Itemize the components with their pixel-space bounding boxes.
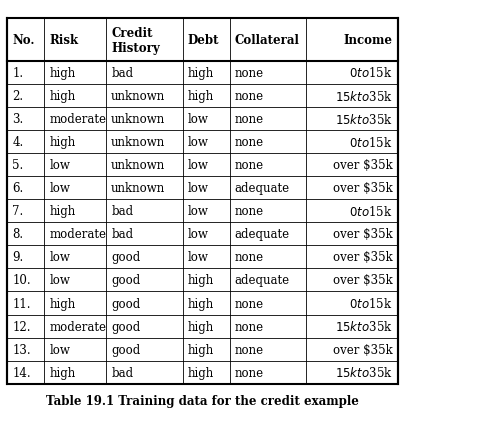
- Text: $15k to $35k: $15k to $35k: [335, 112, 393, 126]
- Text: bad: bad: [111, 67, 133, 80]
- Text: good: good: [111, 343, 140, 356]
- Text: good: good: [111, 251, 140, 264]
- Text: high: high: [49, 67, 76, 80]
- Text: over $35k: over $35k: [333, 274, 393, 287]
- Text: bad: bad: [111, 228, 133, 241]
- Text: Credit
History: Credit History: [111, 26, 160, 55]
- Text: low: low: [49, 182, 70, 195]
- Text: low: low: [188, 113, 208, 126]
- Text: over $35k: over $35k: [333, 343, 393, 356]
- Text: high: high: [188, 274, 214, 287]
- Text: none: none: [235, 251, 264, 264]
- Text: 12.: 12.: [12, 320, 31, 333]
- Text: none: none: [235, 320, 264, 333]
- Text: high: high: [188, 366, 214, 379]
- Text: low: low: [188, 182, 208, 195]
- Text: unknown: unknown: [111, 159, 165, 172]
- Text: none: none: [235, 136, 264, 149]
- Text: 2.: 2.: [12, 90, 24, 103]
- Text: high: high: [188, 320, 214, 333]
- Text: 10.: 10.: [12, 274, 31, 287]
- Text: none: none: [235, 113, 264, 126]
- Text: low: low: [188, 205, 208, 218]
- Text: unknown: unknown: [111, 113, 165, 126]
- Text: Collateral: Collateral: [235, 34, 299, 47]
- Text: Income: Income: [344, 34, 393, 47]
- Text: moderate: moderate: [49, 113, 106, 126]
- Text: none: none: [235, 343, 264, 356]
- Text: none: none: [235, 205, 264, 218]
- Text: low: low: [49, 159, 70, 172]
- Text: $15k to $35k: $15k to $35k: [335, 89, 393, 103]
- Text: high: high: [49, 90, 76, 103]
- Text: bad: bad: [111, 366, 133, 379]
- Text: high: high: [188, 90, 214, 103]
- Text: none: none: [235, 366, 264, 379]
- Text: over $35k: over $35k: [333, 228, 393, 241]
- Text: adequate: adequate: [235, 274, 290, 287]
- Text: moderate: moderate: [49, 320, 106, 333]
- Text: 5.: 5.: [12, 159, 24, 172]
- Text: 4.: 4.: [12, 136, 24, 149]
- Text: unknown: unknown: [111, 136, 165, 149]
- Text: unknown: unknown: [111, 90, 165, 103]
- Text: adequate: adequate: [235, 182, 290, 195]
- Text: Risk: Risk: [49, 34, 79, 47]
- Text: high: high: [188, 67, 214, 80]
- Text: 13.: 13.: [12, 343, 31, 356]
- Text: good: good: [111, 274, 140, 287]
- Text: 14.: 14.: [12, 366, 31, 379]
- Text: low: low: [188, 136, 208, 149]
- Text: low: low: [49, 274, 70, 287]
- Text: low: low: [49, 343, 70, 356]
- Text: 11.: 11.: [12, 297, 31, 310]
- Text: over $35k: over $35k: [333, 159, 393, 172]
- Text: low: low: [188, 228, 208, 241]
- Text: 7.: 7.: [12, 205, 24, 218]
- Text: high: high: [49, 136, 76, 149]
- Text: high: high: [49, 205, 76, 218]
- Text: unknown: unknown: [111, 182, 165, 195]
- Text: $0 to $15k: $0 to $15k: [349, 204, 393, 218]
- Text: none: none: [235, 90, 264, 103]
- Text: $0 to $15k: $0 to $15k: [349, 296, 393, 310]
- Text: none: none: [235, 67, 264, 80]
- Text: Table 19.1 Training data for the credit example: Table 19.1 Training data for the credit …: [46, 394, 359, 407]
- Text: No.: No.: [12, 34, 35, 47]
- Text: good: good: [111, 320, 140, 333]
- Text: $0 to $15k: $0 to $15k: [349, 66, 393, 80]
- Text: low: low: [188, 159, 208, 172]
- Text: Debt: Debt: [188, 34, 219, 47]
- Text: over $35k: over $35k: [333, 182, 393, 195]
- Text: high: high: [49, 366, 76, 379]
- Bar: [7, 19, 398, 384]
- Text: $15k to $35k: $15k to $35k: [335, 366, 393, 379]
- Text: adequate: adequate: [235, 228, 290, 241]
- Text: high: high: [188, 343, 214, 356]
- Text: moderate: moderate: [49, 228, 106, 241]
- Text: none: none: [235, 159, 264, 172]
- Text: 3.: 3.: [12, 113, 24, 126]
- Text: bad: bad: [111, 205, 133, 218]
- Text: none: none: [235, 297, 264, 310]
- Text: 8.: 8.: [12, 228, 24, 241]
- Text: good: good: [111, 297, 140, 310]
- Text: over $35k: over $35k: [333, 251, 393, 264]
- Text: high: high: [49, 297, 76, 310]
- Text: $0 to $15k: $0 to $15k: [349, 135, 393, 149]
- Text: low: low: [188, 251, 208, 264]
- Text: $15k to $35k: $15k to $35k: [335, 320, 393, 333]
- Text: 6.: 6.: [12, 182, 24, 195]
- Text: low: low: [49, 251, 70, 264]
- Text: 1.: 1.: [12, 67, 24, 80]
- Text: high: high: [188, 297, 214, 310]
- Text: 9.: 9.: [12, 251, 24, 264]
